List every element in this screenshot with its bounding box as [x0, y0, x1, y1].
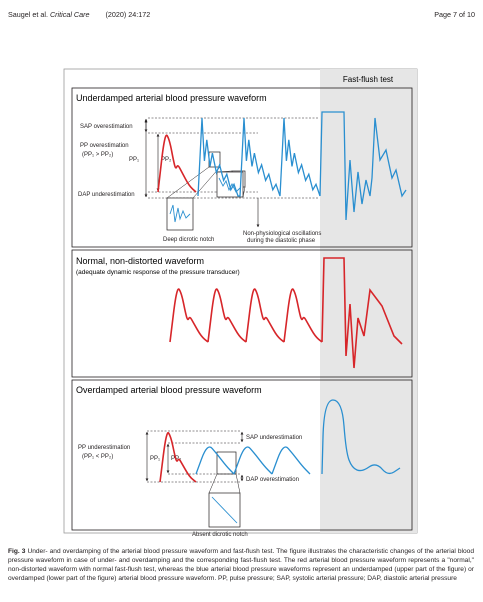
label-pp-overestimation: PP overestimation — [80, 143, 129, 149]
waveform-underdamped-fastflush — [319, 111, 407, 221]
figure-damping-waveforms: Fast-flush test Underdamped arterial blo… — [63, 68, 418, 538]
label-sap-underestimation: SAP underestimation — [246, 435, 302, 441]
waveform-underdamped-normal — [157, 134, 197, 193]
overdamped-annotations: PP underestimation (PP₁ < PP₂) PP₁ PP₂ S… — [78, 430, 302, 538]
waveform-normal-fastflush — [321, 257, 403, 369]
label-absent-dicrotic-notch: Absent dicrotic notch — [192, 532, 248, 538]
header-journal: Critical Care — [49, 10, 90, 19]
panel-overdamped — [71, 379, 413, 531]
label-pp1-lower: PP₁ — [150, 456, 160, 462]
waveform-overdamped-fastflush — [321, 399, 401, 475]
label-pp-ratio-over: (PP₁ > PP₂) — [82, 152, 113, 158]
label-pp-underestimation: PP underestimation — [78, 445, 130, 451]
waveform-overdamped-normal — [159, 431, 197, 483]
page-number: Page 7 of 10 — [434, 10, 475, 19]
label-dap-overestimation: DAP overestimation — [246, 477, 299, 483]
fastflush-label: Fast-flush test — [343, 75, 394, 84]
panel-normal-subtitle: (adequate dynamic response of the pressu… — [76, 269, 240, 276]
label-pp1-upper: PP₁ — [129, 157, 139, 163]
label-pp2-upper: PP₂ — [161, 157, 172, 163]
waveform-underdamped — [197, 117, 321, 197]
label-sap-overestimation: SAP overestimation — [80, 124, 133, 130]
running-header-left: Saugel et al. Critical Care (2020) 24:17… — [8, 10, 150, 19]
figure-caption: Fig. 3 Under- and overdamping of the art… — [8, 547, 474, 583]
label-dap-underestimation: DAP underestimation — [78, 192, 135, 198]
panel-normal-title: Normal, non-distorted waveform — [76, 256, 204, 266]
waveform-overdamped — [195, 446, 311, 475]
panel-underdamped — [71, 87, 413, 248]
header-citation: (2020) 24:172 — [105, 10, 151, 19]
header-authors: Saugel et al. — [8, 10, 48, 19]
waveform-normal — [169, 288, 323, 343]
panel-normal — [71, 249, 413, 378]
panel-overdamped-title: Overdamped arterial blood pressure wavef… — [76, 385, 262, 395]
caption-text: Under- and overdamping of the arterial b… — [8, 548, 474, 582]
label-oscillations-1: Non-physiological oscillations — [243, 231, 321, 237]
panel-underdamped-title: Underdamped arterial blood pressure wave… — [76, 93, 267, 103]
label-deep-dicrotic-notch: Deep dicrotic notch — [163, 237, 214, 243]
label-pp-ratio-under: (PP₁ < PP₂) — [82, 454, 113, 460]
label-oscillations-2: during the diastolic phase — [247, 238, 316, 244]
caption-fig-label: Fig. 3 — [8, 548, 26, 555]
